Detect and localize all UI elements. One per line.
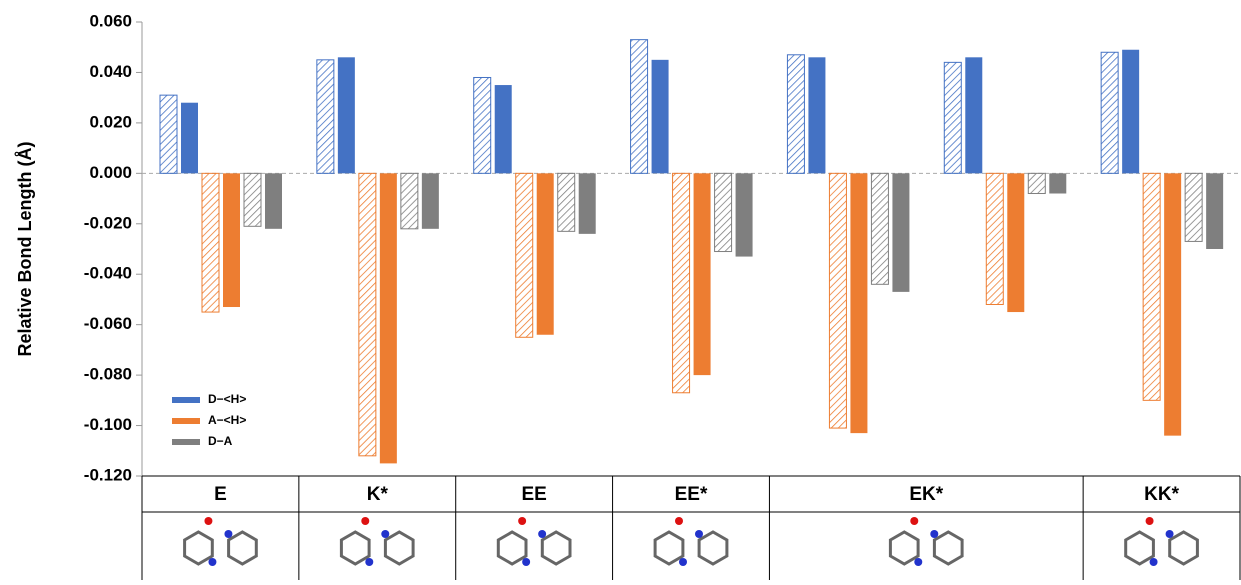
molecule [890,517,962,566]
y-tick-label: 0.020 [89,112,132,131]
hatched-bar [944,62,961,173]
y-tick-label: -0.120 [84,465,132,484]
bar [808,57,825,173]
bar [338,57,355,173]
bar [1007,173,1024,312]
molecule [655,517,727,566]
legend-label: D−A [208,434,233,448]
hatched-bar [1143,173,1160,400]
hatched-bar [160,95,177,173]
bar [181,103,198,174]
bar [1164,173,1181,435]
bar [1206,173,1223,249]
hatched-bar [1028,173,1045,193]
legend-label: A−<H> [208,413,246,427]
hatched-bar [1101,52,1118,173]
hatched-bar [202,173,219,312]
hatched-bar [516,173,533,337]
bar [422,173,439,228]
legend-label: D−<H> [208,392,246,406]
hatched-bar [401,173,418,228]
bar [223,173,240,307]
hatched-bar [715,173,732,251]
molecule [341,517,413,566]
category-label: EK* [909,484,943,505]
bar [537,173,554,334]
bar [1049,173,1066,193]
hatched-bar [986,173,1003,304]
y-tick-label: 0.040 [89,62,132,81]
molecule [498,517,570,566]
y-tick-label: -0.060 [84,314,132,333]
bar [736,173,753,256]
legend-swatch [172,439,200,445]
hatched-bar [1185,173,1202,241]
category-label: KK* [1144,484,1179,505]
hatched-bar [673,173,690,392]
hatched-bar [829,173,846,428]
category-label: EE* [675,484,708,505]
category-label: E [214,484,227,505]
bar [892,173,909,292]
bar [965,57,982,173]
legend-swatch [172,418,200,424]
category-label: EE [521,484,546,505]
y-tick-label: 0.060 [89,11,132,30]
hatched-bar [244,173,261,226]
hatched-bar [317,60,334,174]
bar [579,173,596,234]
bar [265,173,282,228]
y-tick-label: -0.020 [84,213,132,232]
hatched-bar [359,173,376,455]
bar [652,60,669,174]
bar [495,85,512,173]
y-axis-label: Relative Bond Length (Å) [15,141,35,356]
category-label: K* [367,484,389,505]
chart: Relative Bond Length (Å) 0.060 0.040 0.020… [0,0,1241,580]
bar [694,173,711,375]
hatched-bar [871,173,888,284]
y-tick-label: 0.000 [89,163,132,182]
bar [380,173,397,463]
y-tick-label: -0.100 [84,415,132,434]
y-tick-label: -0.040 [84,264,132,283]
hatched-bar [474,77,491,173]
bar [1122,50,1139,174]
molecule [185,517,257,566]
hatched-bar [631,40,648,174]
y-tick-label: -0.080 [84,365,132,384]
hatched-bar [787,55,804,174]
legend-swatch [172,397,200,403]
molecule [1126,517,1198,566]
hatched-bar [558,173,575,231]
bar [850,173,867,433]
